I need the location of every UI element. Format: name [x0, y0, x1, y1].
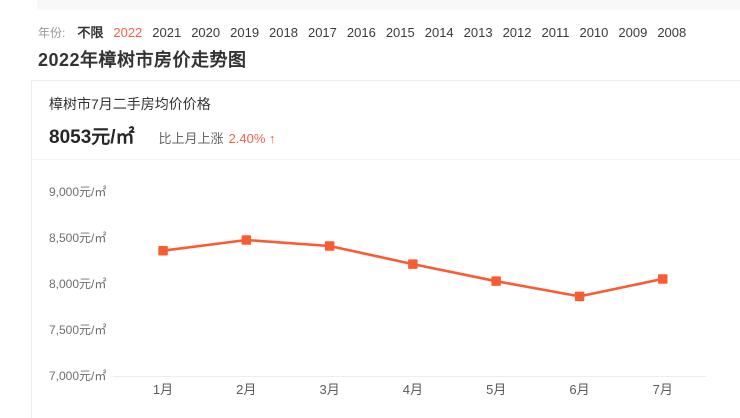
x-axis-tick: 2月 — [236, 382, 257, 397]
year-option-2021[interactable]: 2021 — [152, 25, 182, 40]
data-point-marker — [158, 246, 168, 256]
data-point-marker — [408, 259, 418, 269]
year-option-2015[interactable]: 2015 — [385, 25, 415, 40]
year-option-2008[interactable]: 2008 — [657, 25, 687, 40]
data-point-marker — [491, 276, 501, 286]
price-trend-chart: 9,000元/㎡ 8,500元/㎡ 8,000元/㎡ 7,500元/㎡ 7,000元/㎡… — [32, 159, 740, 418]
data-point-marker — [574, 291, 585, 302]
year-option-2013[interactable]: 2013 — [463, 25, 493, 40]
compare-label: 比上月上涨 — [158, 131, 224, 146]
line-series — [158, 235, 668, 302]
year-option-2017[interactable]: 2017 — [307, 25, 337, 40]
x-axis-tick: 7月 — [652, 382, 673, 397]
year-option-2016[interactable]: 2016 — [346, 25, 376, 40]
year-option-2011[interactable]: 2011 — [541, 25, 570, 40]
price-row: 8053元/㎡ 比上月上涨 2.40% ↑ — [49, 122, 740, 149]
compare-change-value: 2.40% ↑ — [228, 131, 276, 146]
x-axis-tick: 6月 — [569, 382, 590, 397]
y-axis-tick: 9,000元/㎡ — [49, 184, 107, 199]
page-title: 2022年樟树市房价走势图 — [38, 50, 247, 70]
year-option-不限[interactable]: 不限 — [77, 25, 104, 40]
previous-section-edge — [37, 0, 740, 10]
card-header: 樟树市7月二手房均价价格 8053元/㎡ 比上月上涨 2.40% ↑ — [32, 81, 740, 149]
year-filter-label: 年份: — [38, 26, 66, 40]
y-axis-tick: 8,000元/㎡ — [49, 276, 107, 291]
year-option-2018[interactable]: 2018 — [269, 25, 298, 40]
data-point-marker — [658, 274, 668, 284]
year-option-2020[interactable]: 2020 — [191, 25, 221, 40]
average-price: 8053元/㎡ — [49, 127, 135, 148]
year-option-2014[interactable]: 2014 — [424, 25, 454, 40]
year-option-2009[interactable]: 2009 — [618, 25, 648, 40]
y-axis-tick: 7,000元/㎡ — [49, 369, 107, 383]
card-divider — [32, 159, 740, 160]
price-trend-card: 樟树市7月二手房均价价格 8053元/㎡ 比上月上涨 2.40% ↑ 9,000… — [31, 80, 740, 418]
data-point-marker — [324, 241, 335, 251]
x-axis-tick: 3月 — [319, 382, 340, 397]
year-option-2012[interactable]: 2012 — [502, 25, 532, 40]
year-filter: 年份: 不限 2022 2021 2020 2019 2018 2017 2016 2015 20… — [38, 22, 686, 41]
x-axis-tick: 4月 — [402, 382, 423, 397]
year-option-2010[interactable]: 2010 — [579, 25, 609, 40]
x-axis-line — [113, 376, 706, 377]
x-axis-tick: 5月 — [486, 382, 507, 397]
data-point-marker — [241, 235, 252, 245]
year-option-2022[interactable]: 2022 — [113, 25, 143, 40]
y-axis-tick: 8,500元/㎡ — [49, 230, 107, 245]
x-axis-tick: 1月 — [152, 382, 174, 397]
year-option-2019[interactable]: 2019 — [230, 25, 260, 40]
y-axis-tick: 7,500元/㎡ — [49, 322, 107, 337]
card-subtitle: 樟树市7月二手房均价价格 — [49, 96, 211, 112]
